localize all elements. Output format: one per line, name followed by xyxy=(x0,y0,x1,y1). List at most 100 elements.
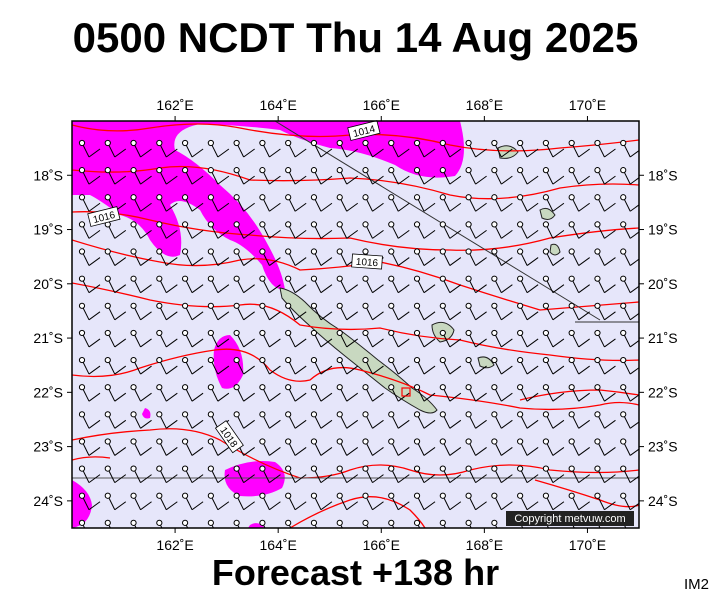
wind-barb xyxy=(465,248,487,266)
rain-area-north xyxy=(72,121,464,290)
lat-label-right: 21˚S xyxy=(648,330,678,346)
wind-barb xyxy=(285,492,307,511)
wind-barb xyxy=(568,194,590,212)
wind-barb xyxy=(285,438,307,456)
wind-barb xyxy=(181,329,204,348)
wind-barb xyxy=(78,248,101,266)
wind-barb xyxy=(620,438,639,456)
wind-barb xyxy=(491,275,513,294)
lat-label-left: 24˚S xyxy=(33,493,63,509)
lon-label-bottom: 166˚E xyxy=(363,537,400,553)
wind-barb xyxy=(439,302,462,321)
wind-barb xyxy=(413,194,436,212)
wind-barb xyxy=(285,329,307,348)
wind-barb xyxy=(285,519,292,528)
wind-barb xyxy=(233,492,255,511)
isobar xyxy=(72,348,639,411)
rain-area-bottom xyxy=(248,523,265,528)
wind-barb xyxy=(156,139,178,158)
wind-barb xyxy=(491,465,513,484)
wind-barb xyxy=(104,302,127,321)
wind-barb xyxy=(259,302,281,321)
wind-barb xyxy=(310,519,318,528)
isobar xyxy=(72,211,639,251)
wind-barb xyxy=(388,248,410,266)
wind-barb xyxy=(310,492,333,511)
wind-barb xyxy=(207,167,230,185)
wind-barb xyxy=(517,411,539,429)
wind-barb xyxy=(491,329,513,348)
wind-barb xyxy=(439,438,462,456)
lat-label-left: 23˚S xyxy=(33,439,63,455)
image-code: IM2 xyxy=(683,576,709,593)
wind-barb xyxy=(491,167,513,185)
wind-barb xyxy=(465,302,487,321)
wind-barb xyxy=(439,221,462,239)
wind-barb xyxy=(542,302,565,321)
wind-barb xyxy=(259,329,281,348)
wind-barb xyxy=(413,519,421,528)
wind-barb xyxy=(594,492,616,511)
wind-barb xyxy=(156,275,178,294)
wind-barb xyxy=(78,275,101,294)
wind-barb xyxy=(568,248,590,266)
wind-barb xyxy=(78,492,101,511)
wind-barb xyxy=(542,411,565,429)
wind-barb xyxy=(336,275,359,294)
wind-barb xyxy=(517,275,539,294)
lat-label-left: 19˚S xyxy=(33,222,63,238)
wind-barb xyxy=(233,384,255,402)
wind-barb xyxy=(336,411,359,429)
wind-barb xyxy=(413,275,436,294)
wind-barb xyxy=(207,384,230,402)
wind-barb xyxy=(439,465,462,484)
wind-barb xyxy=(620,356,639,375)
wind-barb xyxy=(336,329,359,348)
wind-barb xyxy=(78,194,101,212)
isobar xyxy=(72,282,639,362)
wind-barb xyxy=(388,356,410,375)
wind-barb xyxy=(233,356,255,375)
wind-barb xyxy=(78,411,101,429)
wind-barb xyxy=(594,465,616,484)
wind-barb xyxy=(336,384,359,402)
wind-barb xyxy=(285,139,307,158)
noumea-marker xyxy=(401,387,411,397)
wind-barb xyxy=(465,438,487,456)
wind-barb xyxy=(568,275,590,294)
wind-barb xyxy=(104,221,127,239)
wind-barb xyxy=(310,302,333,321)
wind-barb xyxy=(465,384,487,402)
wind-barb xyxy=(568,356,590,375)
wind-barb xyxy=(207,139,230,158)
wind-barb xyxy=(104,275,127,294)
wind-barb xyxy=(181,438,204,456)
isobar-label: 1016 xyxy=(92,210,117,226)
wind-barb xyxy=(233,139,255,158)
island-tiga xyxy=(539,207,556,220)
copyright-box: Copyright metvuw.com xyxy=(506,511,634,526)
wind-barb xyxy=(542,329,565,348)
lon-label-top: 164˚E xyxy=(260,97,297,113)
wind-barb xyxy=(310,411,333,429)
wind-barb xyxy=(362,356,384,375)
wind-barb xyxy=(465,519,472,528)
island-walpole xyxy=(549,243,561,256)
wind-barb xyxy=(388,519,395,528)
wind-barb xyxy=(465,356,487,375)
wind-barb xyxy=(491,221,513,239)
wind-barb xyxy=(439,194,462,212)
wind-barb xyxy=(413,384,436,402)
wind-barb xyxy=(336,492,359,511)
wind-barb xyxy=(439,384,462,402)
wind-barb xyxy=(156,248,178,266)
wind-barb xyxy=(259,356,281,375)
wind-barb xyxy=(310,384,333,402)
wind-barb xyxy=(465,411,487,429)
wind-barb xyxy=(362,519,369,528)
wind-barb xyxy=(594,302,616,321)
wind-barb xyxy=(362,329,384,348)
wind-barb xyxy=(594,221,616,239)
wind-barb xyxy=(336,194,359,212)
wind-barb xyxy=(542,438,565,456)
